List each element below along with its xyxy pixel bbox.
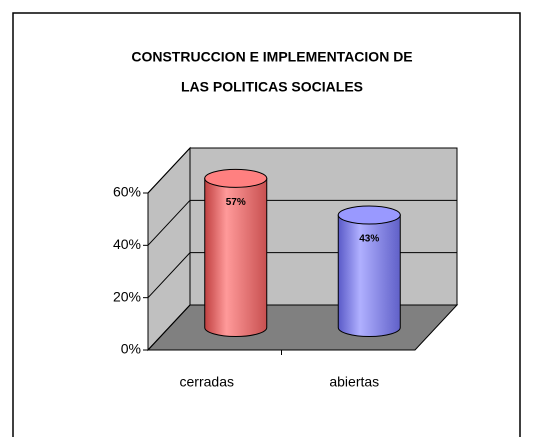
- value-label: 57%: [226, 197, 246, 208]
- frame: [12, 12, 521, 437]
- y-tick-label: 60%: [113, 184, 141, 200]
- cylinder-top: [204, 168, 268, 188]
- cylinder-top: [337, 205, 401, 225]
- y-tick-label: 20%: [113, 288, 141, 304]
- floor: [146, 304, 459, 351]
- x-tick-label: cerradas: [180, 374, 234, 390]
- chart-title: LAS POLITICAS SOCIALES: [181, 79, 363, 95]
- grid-line: [147, 199, 457, 246]
- x-tick-label: abiertas: [329, 374, 379, 390]
- cylinder: [337, 214, 401, 337]
- chart-title: CONSTRUCCION E IMPLEMENTACION DE: [131, 49, 412, 65]
- grid-line: [147, 147, 457, 194]
- value-label: 43%: [359, 234, 379, 245]
- cylinder: [204, 177, 268, 337]
- y-tick-label: 40%: [113, 236, 141, 252]
- y-tick-label: 0%: [121, 341, 141, 357]
